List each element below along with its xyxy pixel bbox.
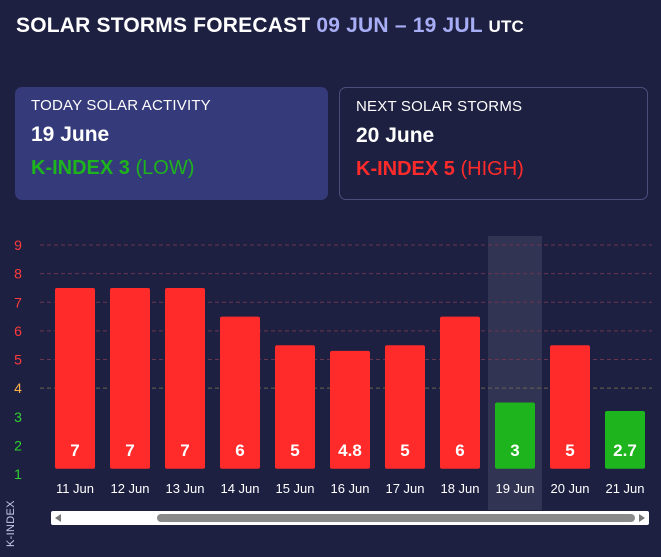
- bar-value-label: 5: [400, 441, 409, 460]
- today-kindex-value: 3: [118, 157, 130, 179]
- title-date-range: 09 JUN – 19 JUL: [316, 14, 483, 37]
- today-activity-card: TODAY SOLAR ACTIVITY 19 June K-INDEX 3 (…: [15, 87, 328, 200]
- today-card-label: TODAY SOLAR ACTIVITY: [31, 97, 211, 114]
- bar-18-jun: [440, 316, 480, 469]
- y-tick-label: 7: [14, 294, 22, 310]
- bar-value-label: 7: [70, 441, 79, 460]
- x-tick-label: 19 Jun: [495, 481, 534, 496]
- y-tick-label: 9: [14, 237, 22, 253]
- bar-19-jun: [495, 402, 535, 469]
- bar-16-jun: [330, 350, 370, 469]
- kindex-bar-chart: 1 2 3 4 5 6 7 8 9 7 11 Jun 7 12 Jun 7 13 Jun 6 14 Jun 5 15…: [14, 236, 652, 510]
- title-main: SOLAR STORMS FORECAST: [16, 14, 311, 37]
- bar-21-jun: [605, 411, 645, 469]
- chart-scrollbar[interactable]: [51, 511, 649, 525]
- bar-value-label: 5: [565, 441, 574, 460]
- bar-12-jun: [110, 287, 150, 469]
- scroll-thumb[interactable]: [157, 514, 635, 522]
- next-kindex-level: (HIGH): [460, 158, 524, 180]
- scroll-right-icon[interactable]: [639, 514, 645, 522]
- page-title: SOLAR STORMS FORECAST 09 JUN – 19 JUL UT…: [16, 14, 524, 38]
- bar-value-label: 4.8: [338, 441, 362, 460]
- x-tick-label: 18 Jun: [440, 481, 479, 496]
- y-tick-label: 4: [14, 380, 22, 396]
- bar-14-jun: [220, 316, 260, 469]
- bar-20-jun: [550, 345, 590, 469]
- x-tick-label: 20 Jun: [550, 481, 589, 496]
- scroll-left-icon[interactable]: [55, 514, 61, 522]
- next-storms-card: NEXT SOLAR STORMS 20 June K-INDEX 5 (HIG…: [339, 87, 648, 200]
- next-kindex-value: 5: [443, 158, 455, 180]
- x-tick-label: 12 Jun: [110, 481, 149, 496]
- today-kindex-label: K-INDEX: [31, 157, 114, 179]
- bar-value-label: 7: [125, 441, 134, 460]
- today-kindex: K-INDEX 3 (LOW): [31, 157, 312, 180]
- x-tick-label: 15 Jun: [275, 481, 314, 496]
- bar-15-jun: [275, 345, 315, 469]
- bar-value-label: 5: [290, 441, 299, 460]
- bar-value-label: 6: [455, 441, 464, 460]
- bar-value-label: 7: [180, 441, 189, 460]
- next-card-label: NEXT SOLAR STORMS: [356, 98, 523, 115]
- bar-value-label: 3: [510, 441, 519, 460]
- today-kindex-level: (LOW): [135, 157, 195, 179]
- bar-value-label: 6: [235, 441, 244, 460]
- bar-17-jun: [385, 345, 425, 469]
- x-tick-label: 14 Jun: [220, 481, 259, 496]
- y-tick-label: 1: [14, 466, 22, 482]
- next-kindex-label: K-INDEX: [356, 158, 439, 180]
- y-axis-label: K-INDEX: [5, 500, 17, 547]
- y-tick-label: 5: [14, 352, 22, 368]
- y-tick-label: 2: [14, 437, 22, 453]
- y-tick-label: 3: [14, 409, 22, 425]
- title-timezone: UTC: [488, 17, 525, 36]
- x-tick-label: 11 Jun: [56, 481, 94, 496]
- bar-13-jun: [165, 287, 205, 469]
- bar-11-jun: [55, 287, 95, 469]
- x-tick-label: 21 Jun: [605, 481, 644, 496]
- y-tick-label: 8: [14, 266, 22, 282]
- bar-value-label: 2.7: [613, 441, 637, 460]
- next-card-date: 20 June: [356, 124, 435, 147]
- x-tick-label: 13 Jun: [165, 481, 204, 496]
- today-highlight-column: [488, 236, 542, 510]
- today-card-date: 19 June: [31, 123, 110, 146]
- next-kindex: K-INDEX 5 (HIGH): [356, 158, 631, 181]
- y-tick-label: 6: [14, 323, 22, 339]
- x-tick-label: 16 Jun: [330, 481, 369, 496]
- x-tick-label: 17 Jun: [385, 481, 424, 496]
